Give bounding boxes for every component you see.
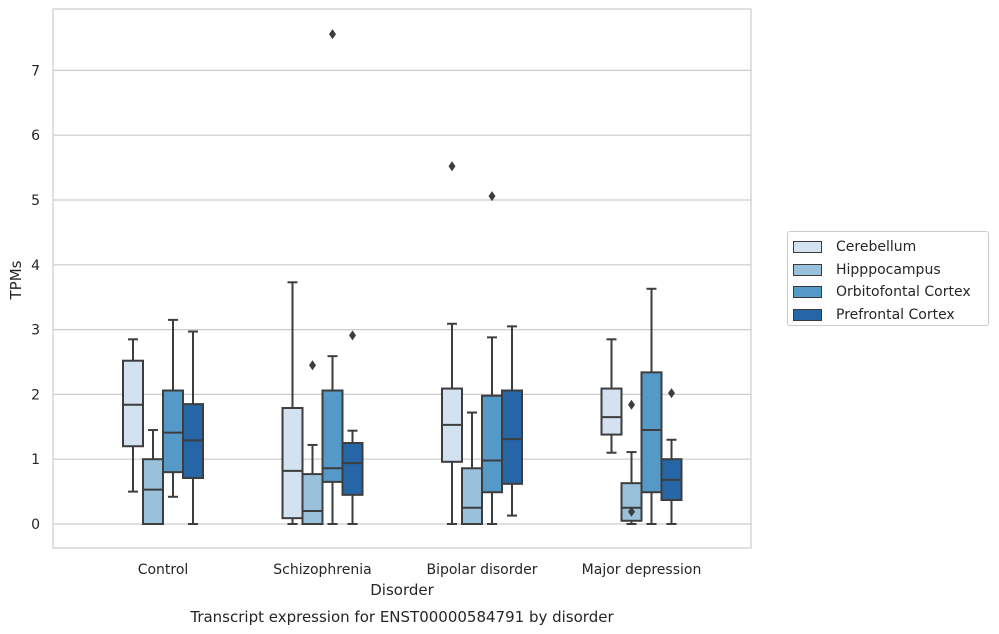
- iqr-box: [600, 387, 623, 436]
- box-group: [441, 161, 463, 525]
- box-group: [162, 318, 184, 498]
- legend-swatch: [793, 241, 822, 254]
- box-group: [281, 281, 304, 525]
- outlier-point: [668, 388, 675, 399]
- box-group: [640, 287, 663, 525]
- y-tick-label: 7: [31, 63, 40, 79]
- legend-swatch: [793, 308, 822, 321]
- iqr-box: [301, 473, 324, 526]
- iqr-box: [461, 467, 483, 526]
- legend-item: Cerebellum: [793, 236, 988, 259]
- x-tick-label: Control: [138, 562, 189, 578]
- box-group: [321, 29, 344, 525]
- y-axis-label: TPMs: [7, 260, 25, 300]
- legend-item: Prefrontal Cortex: [793, 304, 988, 327]
- iqr-box: [122, 359, 144, 448]
- iqr-box: [620, 482, 643, 522]
- y-tick-label: 6: [31, 128, 40, 144]
- outlier-point: [628, 506, 635, 517]
- outlier-point: [488, 191, 496, 202]
- chart-title: Transcript expression for ENST0000058479…: [189, 608, 614, 626]
- outlier-point: [349, 330, 356, 341]
- x-tick-labels: Control Schizophrenia Bipolar disorder Majo…: [138, 562, 702, 578]
- x-tick-label: Major depression: [582, 562, 702, 578]
- iqr-box: [162, 389, 184, 474]
- y-tick-label: 1: [31, 452, 40, 468]
- iqr-box: [501, 389, 523, 485]
- box-group: [341, 330, 364, 525]
- iqr-box: [142, 458, 164, 526]
- outlier-point: [329, 29, 336, 40]
- legend-swatch: [793, 263, 822, 276]
- plot-area-frame: [52, 8, 752, 549]
- iqr-box: [481, 394, 503, 494]
- legend-label: Cerebellum: [836, 239, 917, 256]
- y-tick-label: 4: [31, 258, 40, 274]
- box-group: [182, 330, 204, 525]
- iqr-box: [640, 371, 663, 494]
- outlier-point: [448, 161, 456, 172]
- y-tick-label: 3: [31, 323, 40, 339]
- x-axis-label: Disorder: [370, 581, 434, 599]
- y-tick-label: 0: [31, 517, 40, 533]
- legend: Cerebellum Hipppocampus Orbitofontal Corte…: [787, 231, 989, 326]
- box-group: [501, 325, 523, 517]
- iqr-box: [281, 407, 304, 520]
- outlier-point: [628, 399, 635, 410]
- legend-item: Orbitofontal Cortex: [793, 281, 988, 304]
- box-group: [301, 360, 324, 526]
- iqr-box: [321, 389, 344, 483]
- y-tick-label: 5: [31, 193, 40, 209]
- x-tick-label: Bipolar disorder: [426, 562, 537, 578]
- y-tick-labels: 0 1 2 3 4 5 6 7: [31, 63, 40, 533]
- box-group: [660, 388, 683, 525]
- legend-item: Hipppocampus: [793, 259, 988, 282]
- iqr-box: [341, 442, 364, 496]
- legend-label: Prefrontal Cortex: [836, 306, 955, 323]
- legend-swatch: [793, 286, 822, 299]
- legend-label: Hipppocampus: [836, 261, 941, 278]
- box-group: [122, 338, 144, 493]
- box-group: [461, 411, 483, 526]
- outlier-point: [309, 360, 316, 371]
- box-group: [600, 338, 623, 454]
- box-group: [620, 399, 643, 525]
- y-tick-label: 2: [31, 387, 40, 403]
- box-group: [142, 429, 164, 526]
- x-tick-label: Schizophrenia: [273, 562, 371, 578]
- legend-label: Orbitofontal Cortex: [836, 284, 971, 301]
- box-group: [481, 191, 503, 525]
- box-plots: [122, 29, 683, 526]
